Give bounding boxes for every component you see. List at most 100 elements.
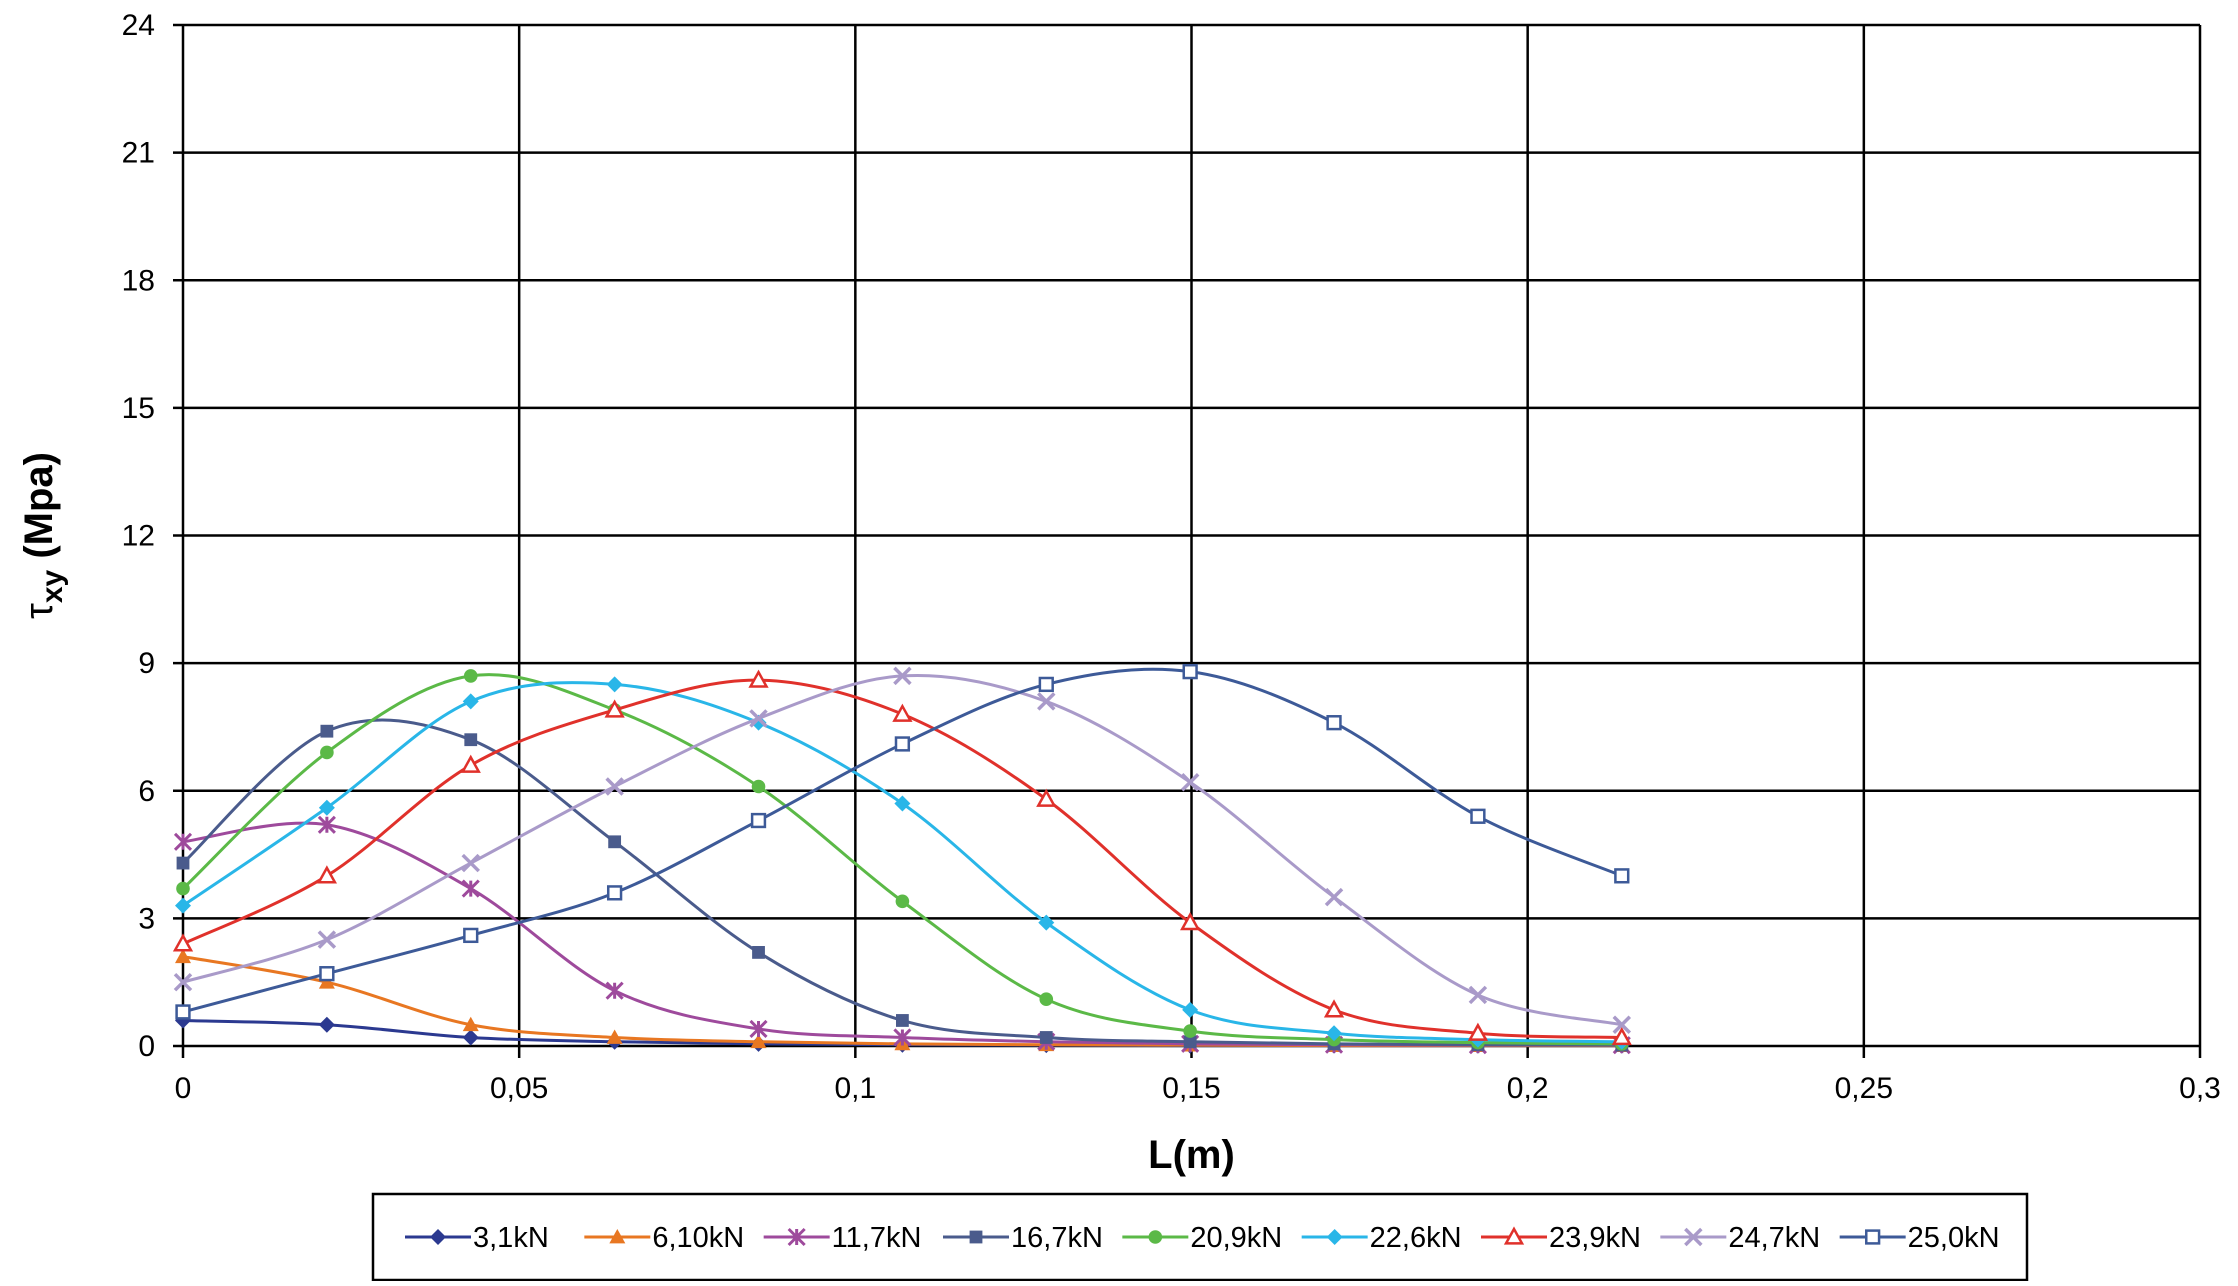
data-point	[318, 974, 335, 989]
series-line	[182, 821, 1622, 1047]
data-point	[1323, 999, 1345, 1018]
data-point	[605, 981, 624, 1000]
data-point	[893, 666, 912, 686]
data-point	[895, 894, 910, 909]
data-point	[1180, 773, 1200, 792]
legend-label: 25,0kN	[1908, 1222, 2000, 1254]
y-axis-title: τxy (Mpa)	[17, 452, 69, 619]
data-point	[1614, 868, 1630, 884]
legend-marker	[1684, 1227, 1703, 1247]
data-point	[752, 946, 765, 959]
data-point	[319, 966, 335, 982]
legend-label: 3,1kN	[473, 1222, 549, 1254]
data-point	[463, 669, 478, 683]
data-point	[172, 933, 194, 952]
x-tick-label: 0,2	[1507, 1072, 1549, 1105]
y-tick-label: 21	[122, 137, 155, 170]
series-line	[181, 673, 1622, 1046]
data-point	[608, 835, 622, 849]
data-point	[176, 881, 190, 896]
data-point	[1611, 1026, 1632, 1046]
y-tick-label: 6	[138, 775, 155, 808]
series-6	[172, 669, 1632, 1046]
data-point	[1467, 1022, 1489, 1041]
data-point	[176, 856, 190, 870]
y-axis-title-symbol: τ	[17, 603, 61, 619]
y-tick-label: 24	[122, 9, 155, 42]
legend-item: 25,0kN	[1839, 1222, 2000, 1254]
data-point	[317, 815, 336, 834]
data-point	[463, 927, 479, 944]
data-point	[1037, 692, 1056, 711]
data-point	[175, 897, 191, 914]
data-point	[894, 736, 911, 752]
legend-item: 3,1kN	[405, 1222, 549, 1254]
x-axis-title: L(m)	[1148, 1133, 1235, 1177]
data-point	[1326, 715, 1342, 731]
data-point	[895, 1014, 909, 1027]
legend-label: 16,7kN	[1011, 1222, 1103, 1254]
y-tick-label: 3	[138, 902, 155, 935]
legend-marker	[1503, 1226, 1525, 1245]
y-tick-label: 9	[138, 647, 155, 680]
legend-label: 22,6kN	[1370, 1222, 1462, 1254]
y-tick-label: 15	[122, 392, 155, 425]
data-point	[460, 754, 481, 773]
data-point	[893, 1028, 912, 1047]
legend-label: 23,9kN	[1549, 1222, 1641, 1254]
data-point	[1468, 985, 1488, 1005]
data-point	[604, 699, 625, 718]
series-7	[173, 666, 1632, 1034]
data-point	[751, 779, 766, 794]
series-line	[182, 678, 1622, 1039]
x-tick-label: 0,25	[1835, 1072, 1893, 1105]
legend-item: 22,6kN	[1301, 1222, 1462, 1254]
series-8	[175, 663, 1630, 1020]
legend-marker	[1326, 1229, 1343, 1245]
data-point	[1039, 992, 1054, 1007]
data-point	[606, 676, 623, 693]
legend-marker	[1865, 1229, 1881, 1245]
series-4	[176, 669, 1629, 1051]
data-point	[894, 795, 911, 812]
y-axis-title-units: (Mpa)	[17, 452, 61, 570]
legend-label: 6,10kN	[652, 1222, 744, 1254]
legend-item: 6,10kN	[584, 1222, 744, 1254]
data-point	[605, 777, 624, 796]
data-point	[1183, 1024, 1197, 1038]
data-point	[317, 930, 337, 949]
y-tick-label: 18	[122, 264, 155, 297]
tick-labels: 0 3 6 9 12 15 18 21 24 0 0,05 0,1 0,15 0,2 0,25 0,3	[122, 9, 2221, 1105]
y-tick-label: 12	[122, 520, 155, 553]
data-point	[1039, 1031, 1053, 1044]
legend-marker	[969, 1230, 983, 1244]
legend: 3,1kN 6,10kN 11,7kN 16,7kN 20,9kN 22,6kN 23,9k…	[371, 1192, 2029, 1282]
y-axis-title-subscript: xy	[36, 569, 69, 603]
data-point	[320, 745, 334, 760]
data-point	[1180, 912, 1201, 931]
data-point	[1036, 788, 1057, 807]
x-tick-label: 0	[175, 1072, 192, 1105]
data-point	[1326, 1025, 1343, 1042]
data-point	[749, 709, 768, 728]
legend-label: 24,7kN	[1728, 1222, 1820, 1254]
data-point	[1183, 1035, 1197, 1049]
data-point	[1038, 914, 1055, 931]
data-point	[606, 1029, 623, 1044]
x-tick-label: 0,1	[834, 1072, 876, 1105]
data-point	[316, 865, 338, 884]
data-point	[173, 972, 193, 992]
data-point	[1182, 663, 1198, 680]
data-point	[1612, 1015, 1632, 1034]
series-5	[175, 676, 1630, 1050]
data-point	[318, 799, 335, 816]
data-point	[1324, 887, 1344, 907]
data-point	[1038, 676, 1054, 693]
legend-marker	[787, 1227, 806, 1247]
x-tick-label: 0,05	[490, 1072, 548, 1105]
data-point	[606, 885, 623, 901]
legend-item: 16,7kN	[943, 1222, 1103, 1254]
data-point	[461, 853, 480, 873]
legend-item: 20,9kN	[1122, 1222, 1282, 1254]
